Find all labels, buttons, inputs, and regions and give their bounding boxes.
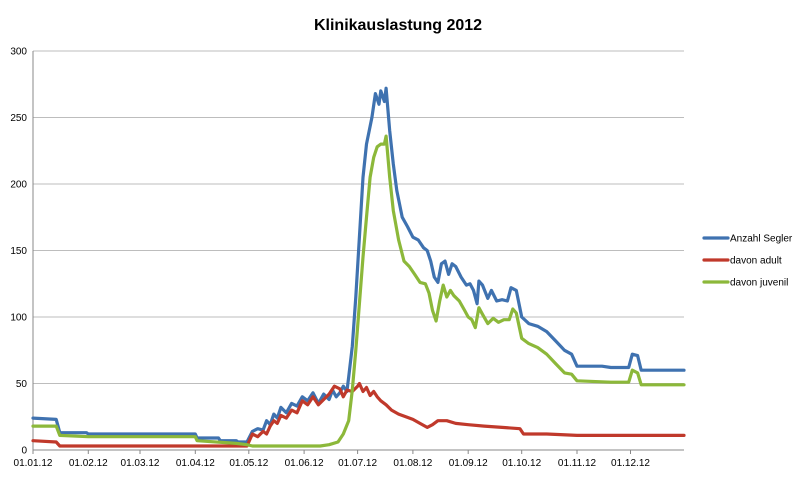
legend-label: davon adult: [730, 256, 782, 267]
series-line: [31, 86, 686, 444]
x-tick-label: 01.01.12: [14, 458, 53, 469]
x-tick-label: 01.05.12: [229, 458, 268, 469]
x-tick-label: 01.02.12: [69, 458, 108, 469]
series-line: [31, 381, 686, 448]
x-tick-label: 01.03.12: [121, 458, 160, 469]
x-tick-label: 01.04.12: [176, 458, 215, 469]
y-tick-label: 50: [16, 379, 28, 390]
y-tick-label: 100: [10, 313, 27, 324]
x-tick-label: 01.11.12: [558, 458, 597, 469]
y-tick-label: 200: [10, 180, 27, 191]
series-line: [31, 134, 686, 448]
x-tick-label: 01.07.12: [338, 458, 377, 469]
y-tick-label: 0: [21, 446, 27, 457]
legend-label: davon juvenil: [730, 278, 788, 289]
x-tick-label: 01.06.12: [285, 458, 324, 469]
legend-label: Anzahl Segler: [730, 234, 793, 245]
legend: Anzahl Segler davon adult davon juvenil: [702, 234, 793, 289]
axes: 0 50 100 150 200 250 300 01.01.12 01.02.12 01.03.…: [10, 47, 684, 469]
x-tick-label: 01.09.12: [449, 458, 488, 469]
chart-title: Klinikauslastung 2012: [314, 17, 482, 34]
y-tick-label: 150: [10, 246, 27, 257]
series-lines: [31, 86, 686, 448]
y-tick-label: 250: [10, 113, 27, 124]
x-tick-label: 01.10.12: [502, 458, 541, 469]
x-tick-label: 01.08.12: [393, 458, 432, 469]
y-tick-label: 300: [10, 47, 27, 58]
x-tick-label: 01.12.12: [611, 458, 650, 469]
